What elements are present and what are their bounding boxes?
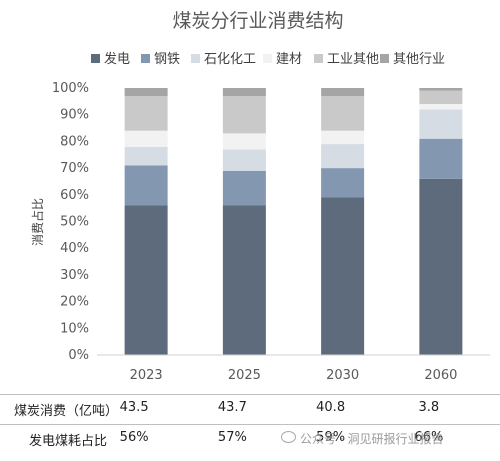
bar-segment bbox=[321, 88, 365, 97]
bar-segment bbox=[222, 205, 266, 355]
table-cell: 56% bbox=[119, 430, 149, 445]
table-cell: 43.5 bbox=[119, 400, 149, 415]
bar-segment bbox=[321, 130, 365, 145]
y-tick-label: 80% bbox=[60, 134, 89, 149]
bar-stack-2060 bbox=[419, 88, 463, 355]
chart-legend: 发电 钢铁 石化化工 建材 工业其他 其他行业 bbox=[91, 51, 445, 67]
bar-segment bbox=[321, 197, 365, 355]
x-tick-label: 2030 bbox=[326, 368, 359, 383]
bar-segment bbox=[419, 90, 463, 105]
y-tick-label: 30% bbox=[60, 268, 89, 283]
legend-label: 钢铁 bbox=[154, 52, 180, 67]
bar-segment bbox=[124, 130, 168, 147]
legend-item: 建材 bbox=[263, 52, 302, 67]
bar-segment bbox=[419, 104, 463, 110]
bar-segment bbox=[222, 133, 266, 150]
y-tick-label: 50% bbox=[60, 215, 89, 230]
legend-swatch bbox=[314, 54, 323, 63]
wechat-icon bbox=[281, 431, 296, 443]
legend-swatch bbox=[380, 54, 389, 63]
y-tick-label: 10% bbox=[60, 321, 89, 336]
legend-swatch bbox=[141, 54, 150, 63]
bar-stack-2030 bbox=[321, 88, 365, 355]
bar-segment bbox=[222, 170, 266, 206]
stacked-bar-chart: 煤炭分行业消费结构 发电 钢铁 石化化工 建材 工业其他 其他行业 消费占比 0% 10% 2… bbox=[30, 10, 490, 383]
y-tick-label: 60% bbox=[60, 188, 89, 203]
table-row-label: 煤炭消费（亿吨） bbox=[14, 404, 119, 419]
legend-item: 钢铁 bbox=[141, 52, 180, 67]
bar-segment bbox=[124, 96, 168, 131]
legend-label: 建材 bbox=[276, 52, 302, 67]
y-axis-ticks: 0% 10% 20% 30% 40% 50% 60% 70% 80% 90% 100% bbox=[52, 81, 89, 363]
legend-label: 工业其他 bbox=[327, 52, 379, 67]
bar-segment bbox=[321, 96, 365, 131]
bar-segment bbox=[124, 205, 168, 355]
bar-segment bbox=[419, 178, 463, 355]
bar-segment bbox=[419, 109, 463, 139]
watermark: 公众号 · 洞见研报行业报告 bbox=[300, 432, 444, 446]
bar-segment bbox=[124, 146, 168, 166]
bar-segment bbox=[419, 138, 463, 179]
bar-segment bbox=[321, 144, 365, 169]
bars bbox=[124, 88, 463, 355]
table-row-label: 发电煤耗占比 bbox=[29, 434, 108, 449]
y-tick-label: 40% bbox=[60, 241, 89, 256]
legend-item: 发电 bbox=[91, 51, 130, 67]
y-axis-label: 消费占比 bbox=[30, 198, 45, 246]
bar-segment bbox=[124, 88, 168, 97]
table-cell: 66% bbox=[414, 430, 444, 445]
y-tick-label: 0% bbox=[68, 348, 89, 363]
bar-segment bbox=[124, 165, 168, 206]
bar-segment bbox=[222, 96, 266, 134]
legend-item: 石化化工 bbox=[191, 52, 256, 67]
bar-stack-2025 bbox=[222, 88, 266, 355]
bar-segment bbox=[222, 88, 266, 97]
chart-title: 煤炭分行业消费结构 bbox=[172, 10, 343, 32]
x-axis-ticks: 2023 2025 2030 2060 bbox=[130, 368, 458, 383]
legend-swatch bbox=[263, 54, 272, 63]
bar-segment bbox=[321, 168, 365, 198]
legend-item: 其他行业 bbox=[380, 52, 445, 67]
y-tick-label: 20% bbox=[60, 295, 89, 310]
table-cell: 40.8 bbox=[316, 400, 346, 415]
bar-segment bbox=[222, 149, 266, 171]
y-tick-label: 100% bbox=[52, 81, 89, 96]
table-cell: 57% bbox=[217, 430, 247, 445]
x-tick-label: 2023 bbox=[130, 368, 163, 383]
table-top-divider bbox=[0, 394, 500, 395]
legend-item: 工业其他 bbox=[314, 52, 379, 67]
legend-label: 石化化工 bbox=[204, 52, 256, 67]
table-cell: 3.8 bbox=[418, 400, 440, 415]
bar-stack-2023 bbox=[124, 88, 168, 355]
x-tick-label: 2060 bbox=[424, 368, 457, 383]
y-tick-label: 70% bbox=[60, 161, 89, 176]
x-tick-label: 2025 bbox=[228, 368, 261, 383]
table-cell: 43.7 bbox=[217, 400, 247, 415]
table-cell: 59% bbox=[316, 430, 346, 445]
legend-label: 其他行业 bbox=[393, 52, 445, 67]
table-middle-divider bbox=[0, 424, 500, 425]
legend-label: 发电 bbox=[104, 51, 130, 67]
y-tick-label: 90% bbox=[60, 108, 89, 123]
bar-segment bbox=[419, 88, 463, 91]
legend-swatch bbox=[191, 54, 200, 63]
legend-swatch bbox=[91, 54, 100, 63]
